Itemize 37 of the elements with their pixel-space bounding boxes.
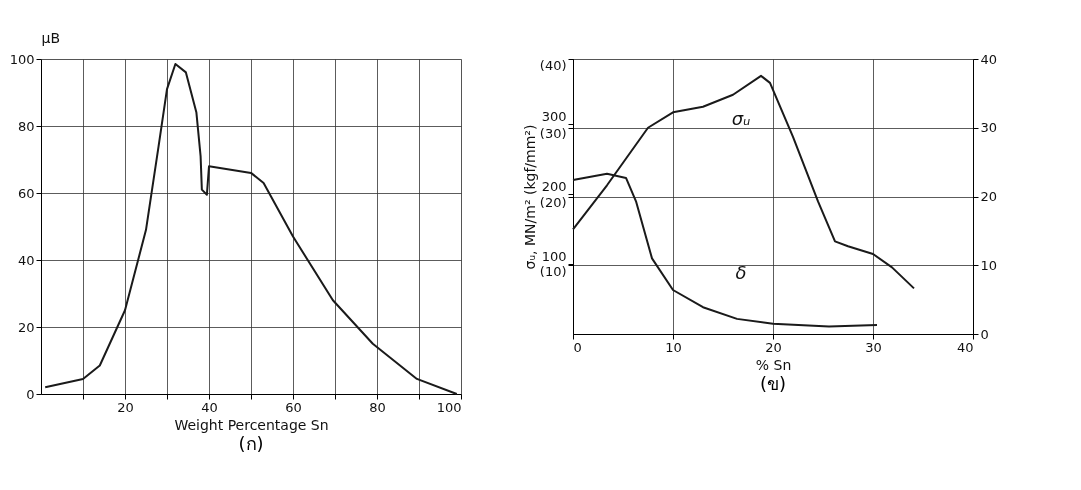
x-tick-label: 100 [436, 399, 462, 415]
y-axis-title: μB [41, 29, 61, 46]
y-tick-label: 80 [17, 118, 35, 134]
y-tick-label: 100 [541, 249, 567, 265]
y2-tick-label: 40 [980, 51, 998, 67]
y-tick-label: 0 [26, 386, 35, 402]
x-tick-label: 60 [285, 399, 302, 415]
x-tick-label: 40 [956, 339, 974, 355]
y2-tick-label: 30 [980, 120, 998, 136]
y3-tick-label: (40) [539, 57, 567, 73]
y3-tick-label: (30) [539, 126, 567, 142]
y-tick-label: 60 [17, 185, 35, 201]
y3-tick-label: (10) [539, 263, 567, 279]
x-tick-label: 0 [573, 339, 582, 355]
x-tick-label: 20 [117, 399, 134, 415]
y2-tick-label: 0 [980, 326, 989, 342]
x-axis-title: Weight Percentage Sn [174, 416, 329, 433]
x-tick-label: 40 [201, 399, 218, 415]
text: (ข) [759, 373, 787, 394]
annotation: δ [735, 261, 747, 283]
line-series [44, 63, 458, 395]
y-tick-label: 40 [17, 252, 35, 268]
y-tick-label: 300 [541, 109, 567, 125]
y-tick-label: 20 [17, 319, 35, 335]
x-tick-label: 80 [369, 399, 386, 415]
y-tick-label: 200 [541, 179, 567, 195]
text: (ก) [238, 433, 264, 454]
y2-tick-label: 20 [980, 189, 998, 204]
y3-tick-label: (20) [539, 195, 567, 210]
annotation: σᵤ [731, 107, 751, 129]
y-tick-label: 100 [9, 51, 35, 67]
x-axis-title: % Sn [755, 356, 792, 373]
y-axis-title: σᵤ, MN/m² (kgf/mm²) [521, 124, 538, 270]
x-tick-label: 30 [865, 339, 882, 355]
y2-tick-label: 10 [980, 257, 998, 273]
x-tick-label: 10 [665, 339, 682, 355]
x-tick-label: 20 [765, 339, 782, 355]
